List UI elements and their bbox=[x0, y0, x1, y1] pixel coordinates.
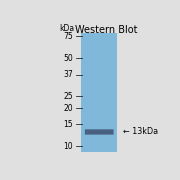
Text: 75: 75 bbox=[63, 32, 73, 41]
Text: kDa: kDa bbox=[59, 24, 74, 33]
Text: 25: 25 bbox=[63, 92, 73, 101]
Text: 37: 37 bbox=[63, 70, 73, 79]
Text: Western Blot: Western Blot bbox=[75, 25, 138, 35]
Text: 15: 15 bbox=[63, 120, 73, 129]
FancyBboxPatch shape bbox=[85, 129, 114, 135]
Text: 50: 50 bbox=[63, 54, 73, 63]
Text: 20: 20 bbox=[63, 104, 73, 113]
Text: 10: 10 bbox=[63, 142, 73, 151]
Text: ← 13kDa: ← 13kDa bbox=[123, 127, 158, 136]
